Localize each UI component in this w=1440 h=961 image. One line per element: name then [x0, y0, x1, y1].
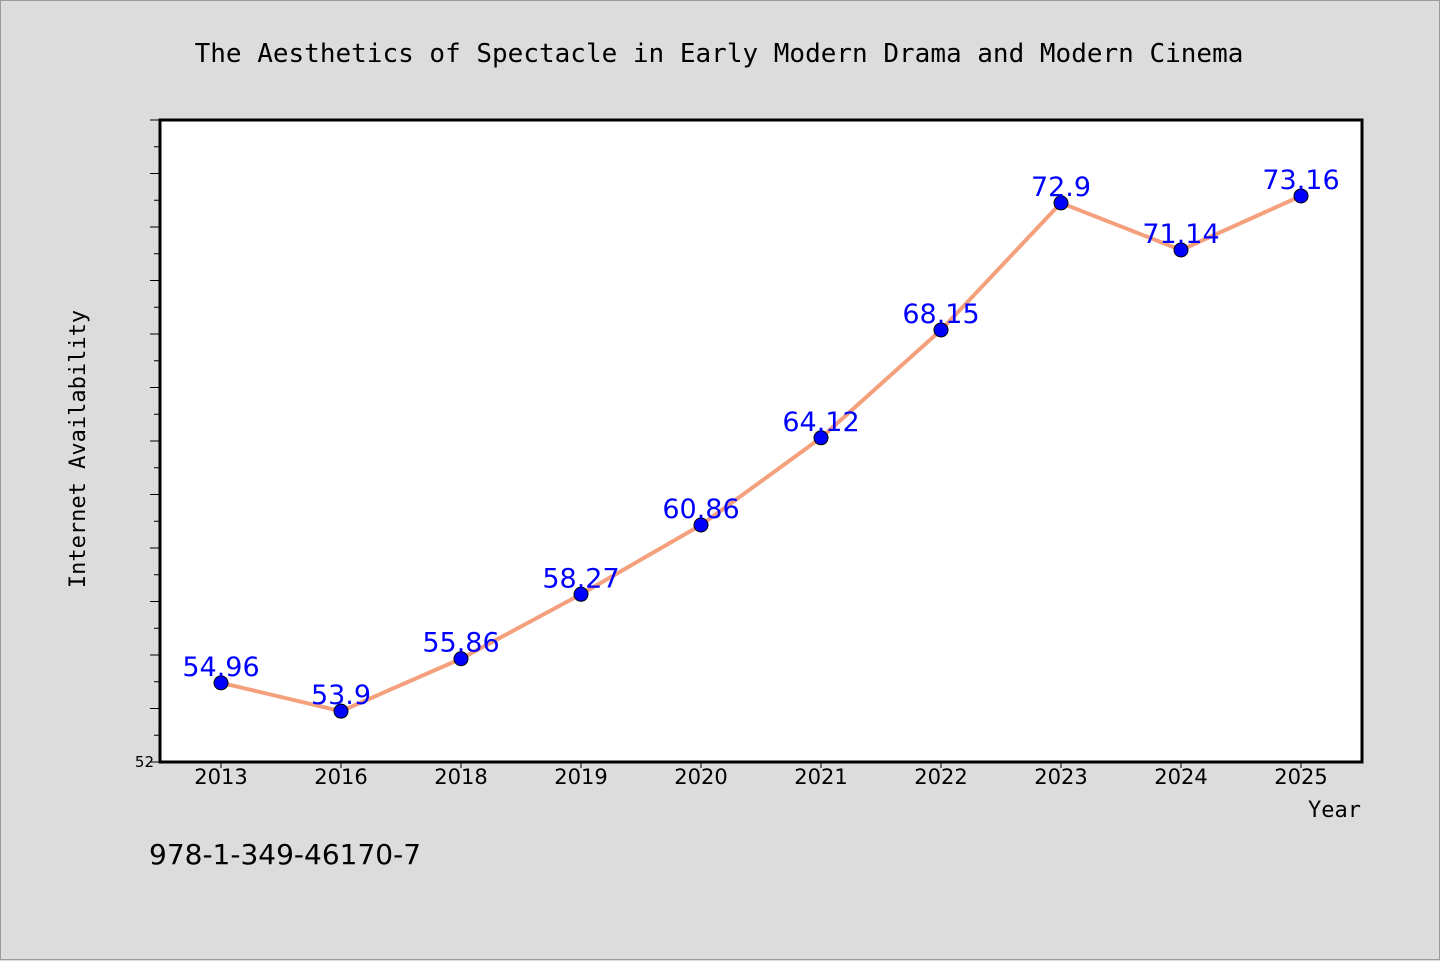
- y-axis-label: Internet Availability: [66, 310, 91, 588]
- data-label: 73.16: [1262, 165, 1339, 196]
- plot-area: [158, 118, 1364, 764]
- x-tick-label: 2023: [1034, 765, 1087, 789]
- x-axis-ticks: 2013 2016 2018 2019 2020 2021 2022 2023 2024 2025: [194, 762, 1328, 789]
- data-point: [573, 586, 589, 602]
- chart-title: The Aesthetics of Spectacle in Early Mod…: [195, 39, 1244, 69]
- data-point: [1173, 242, 1189, 258]
- data-point: [813, 430, 829, 446]
- data-label: 55.86: [422, 628, 499, 659]
- data-point: [1053, 195, 1069, 211]
- x-tick-label: 2018: [434, 765, 487, 789]
- isbn-caption: 978-1-349-46170-7: [149, 838, 421, 871]
- data-label: 58.27: [542, 563, 619, 594]
- x-tick-label: 2024: [1154, 765, 1207, 789]
- data-point: [933, 322, 949, 338]
- data-label: 71.14: [1142, 219, 1219, 250]
- data-point: [693, 517, 709, 533]
- data-label: 54.96: [182, 652, 259, 683]
- x-tick-label: 2025: [1274, 765, 1327, 789]
- data-point: [213, 675, 229, 691]
- x-tick-label: 2016: [314, 765, 367, 789]
- x-tick-label: 2022: [914, 765, 967, 789]
- y-tick-label: 52: [135, 753, 154, 771]
- data-labels: 54.96 53.9 55.86 58.27 60.86 64.12 68.15 72.9 71…: [182, 165, 1339, 711]
- series-line: [220, 194, 1302, 714]
- data-label: 68.15: [902, 299, 979, 330]
- x-tick-label: 2013: [194, 765, 247, 789]
- data-markers: [213, 188, 1309, 719]
- data-point: [453, 651, 469, 667]
- data-label: 60.86: [662, 494, 739, 525]
- data-point: [333, 703, 349, 719]
- x-axis-label: Year: [1308, 798, 1361, 823]
- data-label: 72.9: [1031, 172, 1091, 203]
- data-label: 64.12: [782, 407, 859, 438]
- x-tick-label: 2020: [674, 765, 727, 789]
- x-tick-label: 2019: [554, 765, 607, 789]
- data-label: 53.9: [311, 680, 371, 711]
- y-axis-ticks: 52: [135, 119, 160, 771]
- data-point: [1293, 188, 1309, 204]
- x-tick-label: 2021: [794, 765, 847, 789]
